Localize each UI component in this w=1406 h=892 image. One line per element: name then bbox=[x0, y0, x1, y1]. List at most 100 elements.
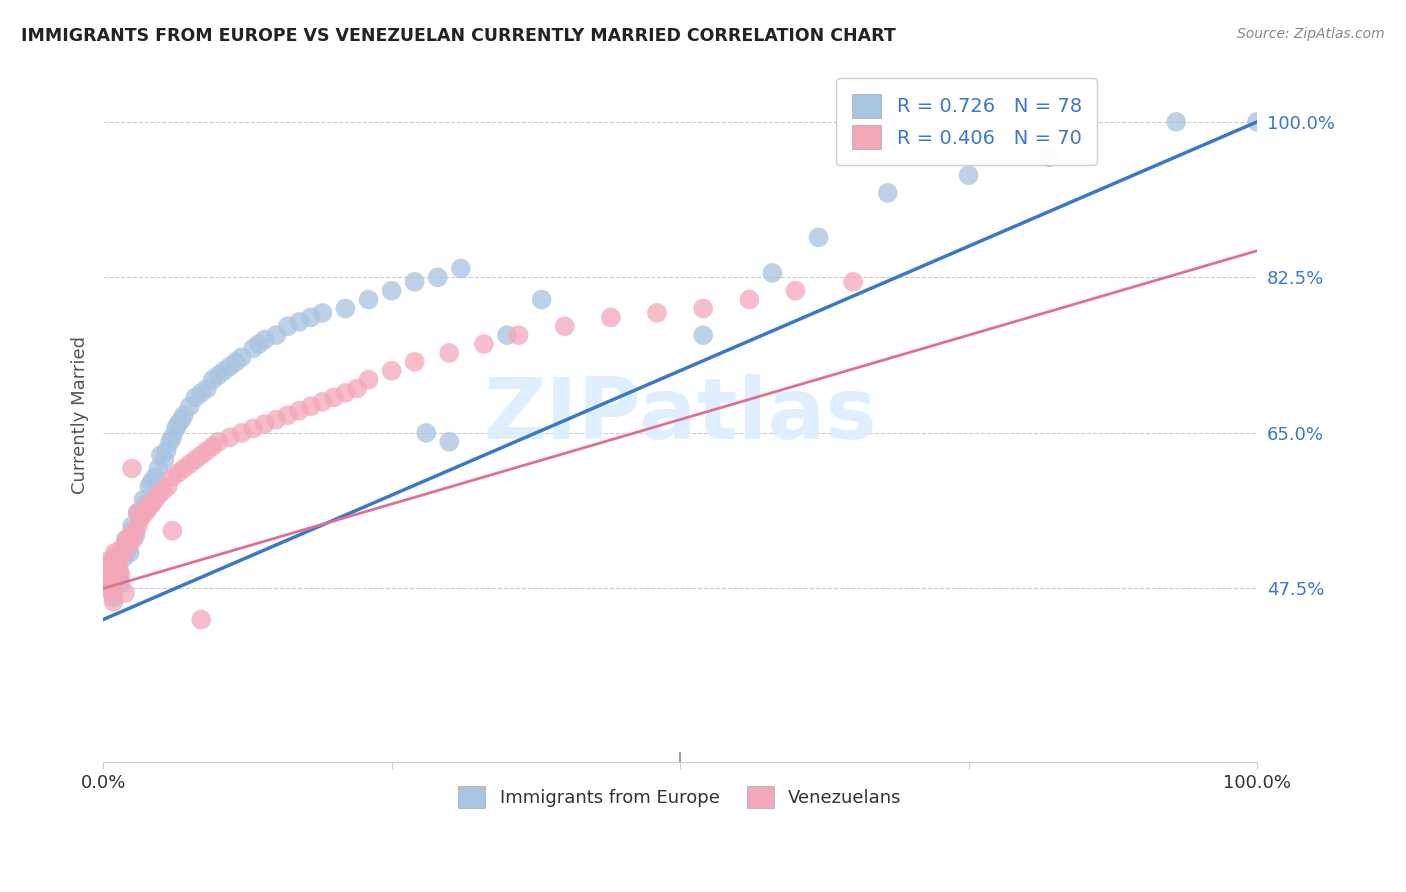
Point bbox=[288, 315, 311, 329]
Point bbox=[131, 506, 153, 520]
Point bbox=[115, 533, 138, 547]
Point bbox=[173, 408, 195, 422]
Point bbox=[554, 319, 576, 334]
Point bbox=[103, 591, 125, 605]
Point bbox=[132, 492, 155, 507]
Point bbox=[138, 497, 160, 511]
Point bbox=[162, 470, 184, 484]
Point bbox=[201, 439, 224, 453]
Point bbox=[110, 546, 132, 560]
Point bbox=[112, 550, 135, 565]
Point bbox=[173, 461, 195, 475]
Point bbox=[97, 573, 120, 587]
Point bbox=[97, 564, 120, 578]
Point bbox=[195, 443, 218, 458]
Point bbox=[381, 284, 404, 298]
Point bbox=[117, 537, 139, 551]
Point bbox=[96, 564, 118, 578]
Point bbox=[599, 310, 621, 325]
Point bbox=[162, 524, 184, 538]
Point bbox=[159, 434, 181, 449]
Point bbox=[288, 403, 311, 417]
Y-axis label: Currently Married: Currently Married bbox=[72, 336, 89, 494]
Point bbox=[98, 577, 121, 591]
Point bbox=[110, 541, 132, 556]
Point bbox=[121, 519, 143, 533]
Point bbox=[107, 559, 129, 574]
Point bbox=[165, 421, 187, 435]
Point bbox=[190, 613, 212, 627]
Point bbox=[156, 479, 179, 493]
Point bbox=[104, 559, 127, 574]
Point bbox=[225, 355, 247, 369]
Point bbox=[264, 328, 287, 343]
Point bbox=[155, 443, 177, 458]
Point bbox=[346, 382, 368, 396]
Point bbox=[124, 528, 146, 542]
Point bbox=[876, 186, 898, 200]
Point bbox=[112, 546, 135, 560]
Point bbox=[104, 555, 127, 569]
Point bbox=[110, 577, 132, 591]
Point bbox=[1166, 115, 1188, 129]
Point bbox=[110, 568, 132, 582]
Point bbox=[127, 519, 149, 533]
Point bbox=[94, 559, 117, 574]
Point bbox=[100, 577, 122, 591]
Point bbox=[121, 461, 143, 475]
Point bbox=[242, 421, 264, 435]
Point bbox=[179, 457, 201, 471]
Point bbox=[135, 497, 157, 511]
Point bbox=[105, 564, 128, 578]
Point bbox=[117, 537, 139, 551]
Point bbox=[277, 408, 299, 422]
Point bbox=[120, 528, 142, 542]
Point bbox=[692, 301, 714, 316]
Point bbox=[207, 434, 229, 449]
Point bbox=[108, 564, 131, 578]
Point bbox=[153, 452, 176, 467]
Point bbox=[138, 479, 160, 493]
Point bbox=[122, 524, 145, 538]
Point bbox=[148, 461, 170, 475]
Point bbox=[103, 595, 125, 609]
Point bbox=[807, 230, 830, 244]
Point bbox=[214, 364, 236, 378]
Point bbox=[738, 293, 761, 307]
Point bbox=[253, 333, 276, 347]
Point bbox=[101, 586, 124, 600]
Point bbox=[247, 337, 270, 351]
Point bbox=[124, 524, 146, 538]
Point bbox=[299, 399, 322, 413]
Point bbox=[242, 342, 264, 356]
Point bbox=[134, 506, 156, 520]
Point bbox=[162, 430, 184, 444]
Point bbox=[98, 573, 121, 587]
Point bbox=[104, 550, 127, 565]
Point bbox=[129, 510, 152, 524]
Point bbox=[184, 390, 207, 404]
Point bbox=[105, 555, 128, 569]
Point bbox=[404, 275, 426, 289]
Point bbox=[101, 586, 124, 600]
Point bbox=[136, 501, 159, 516]
Point bbox=[311, 394, 333, 409]
Point bbox=[439, 346, 461, 360]
Point bbox=[167, 466, 190, 480]
Point bbox=[167, 417, 190, 431]
Point bbox=[104, 550, 127, 565]
Point bbox=[184, 452, 207, 467]
Point bbox=[335, 301, 357, 316]
Point bbox=[129, 510, 152, 524]
Point bbox=[127, 506, 149, 520]
Point bbox=[253, 417, 276, 431]
Point bbox=[207, 368, 229, 383]
Point bbox=[957, 168, 980, 182]
Point bbox=[143, 492, 166, 507]
Point bbox=[404, 355, 426, 369]
Legend: Immigrants from Europe, Venezuelans: Immigrants from Europe, Venezuelans bbox=[451, 779, 910, 815]
Point bbox=[357, 293, 380, 307]
Point bbox=[149, 448, 172, 462]
Point bbox=[117, 541, 139, 556]
Point bbox=[141, 475, 163, 489]
